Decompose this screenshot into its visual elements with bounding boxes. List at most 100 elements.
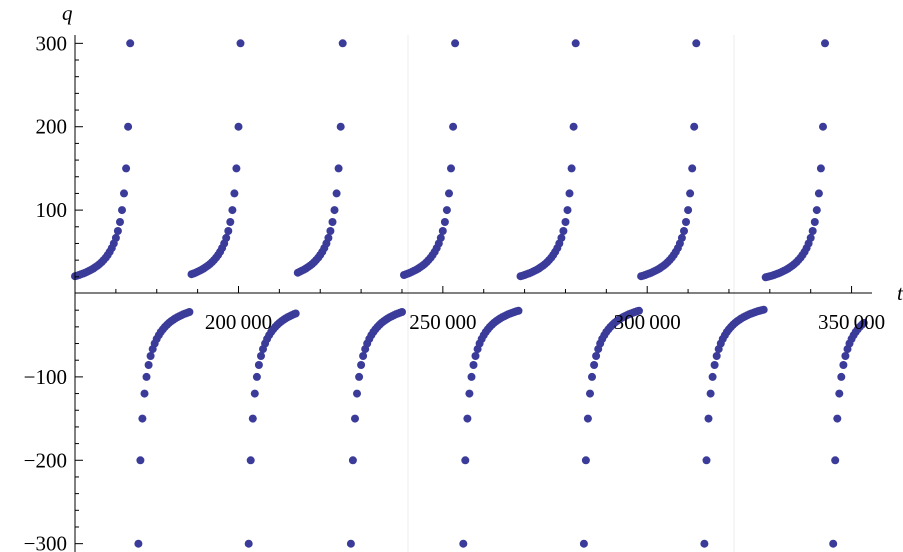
data-point (588, 372, 596, 381)
data-point (635, 306, 643, 315)
data-point (357, 361, 366, 369)
data-point (712, 352, 721, 360)
data-point (445, 189, 453, 198)
data-point (353, 389, 361, 398)
data-point (449, 122, 458, 131)
data-point (355, 372, 364, 381)
data-point (338, 39, 347, 48)
data-point (236, 39, 245, 48)
data-point (592, 352, 601, 360)
data-point (111, 233, 120, 242)
data-point (467, 372, 476, 381)
y-tick-label: −300 (24, 532, 67, 552)
data-point (144, 361, 153, 369)
data-point (831, 456, 840, 465)
data-point (859, 318, 868, 327)
data-point (254, 361, 263, 369)
data-point (328, 218, 337, 226)
data-point (806, 233, 815, 242)
data-point (557, 233, 566, 242)
data-point (257, 352, 265, 360)
data-point (326, 227, 335, 235)
data-point (561, 218, 570, 226)
data-point (680, 227, 688, 235)
data-point (700, 539, 709, 548)
data-point (451, 39, 460, 48)
data-point (252, 372, 261, 381)
data-point (134, 539, 143, 548)
data-point (230, 189, 239, 198)
data-point (398, 308, 406, 316)
y-tick-label: 200 (36, 115, 68, 139)
data-point (829, 539, 838, 548)
data-point (837, 372, 846, 381)
data-point (351, 414, 359, 423)
data-point (686, 189, 695, 198)
data-point (222, 233, 231, 242)
data-point (688, 164, 697, 173)
data-point (465, 389, 474, 398)
data-point (704, 414, 713, 423)
data-point (138, 414, 147, 423)
data-points (71, 39, 868, 548)
data-point (185, 308, 194, 316)
x-axis-label: t (897, 281, 903, 305)
data-point (583, 414, 592, 423)
data-point (708, 372, 717, 381)
data-point (759, 305, 768, 314)
data-point (118, 206, 126, 215)
data-point (684, 206, 693, 215)
data-point (442, 206, 451, 215)
data-point (459, 539, 468, 548)
data-point (706, 389, 715, 398)
data-point (810, 218, 819, 226)
data-point (841, 352, 850, 360)
data-point (234, 122, 243, 131)
data-point (334, 164, 343, 173)
data-point (819, 122, 827, 131)
data-point (438, 227, 447, 235)
data-point (581, 456, 590, 465)
data-point (463, 414, 472, 423)
data-point (336, 122, 345, 131)
data-point (436, 233, 445, 242)
data-point (710, 361, 719, 369)
data-point (330, 206, 339, 215)
data-point (122, 164, 131, 173)
y-axis-label: q (62, 1, 73, 25)
data-point (447, 164, 455, 173)
data-point (348, 456, 357, 465)
data-point (232, 164, 241, 173)
data-point (228, 206, 237, 215)
data-point (471, 352, 480, 360)
data-point (146, 352, 155, 360)
data-point (116, 218, 124, 226)
data-point (579, 539, 588, 548)
data-point (248, 414, 257, 423)
axes (74, 35, 872, 552)
data-point (808, 227, 817, 235)
x-tick-label: 300 000 (614, 310, 681, 334)
data-point (244, 539, 253, 548)
data-point (816, 164, 825, 173)
y-tick-label: 100 (36, 198, 68, 222)
data-point (833, 414, 842, 423)
data-point (359, 352, 368, 360)
data-point (692, 39, 701, 48)
data-point (682, 218, 690, 226)
data-point (469, 361, 478, 369)
data-point (514, 306, 523, 315)
data-point (702, 456, 711, 465)
data-point (440, 218, 449, 226)
data-point (677, 233, 686, 242)
data-point (324, 233, 333, 242)
data-point (690, 122, 699, 131)
data-point (814, 189, 823, 198)
data-point (224, 227, 233, 235)
y-tick-label: −100 (24, 365, 67, 389)
data-point (586, 389, 594, 398)
data-point (461, 456, 470, 465)
data-point (124, 122, 133, 131)
data-point (812, 206, 821, 215)
